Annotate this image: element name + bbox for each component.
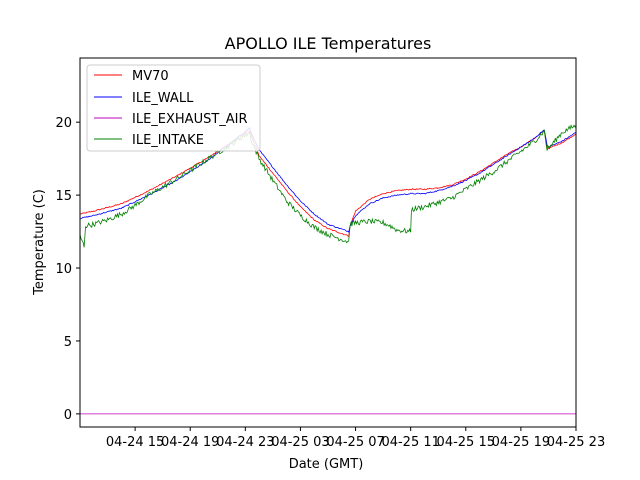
legend-label-ile-wall: ILE_WALL	[132, 91, 194, 106]
plot-series	[79, 124, 577, 415]
chart-title: APOLLO ILE Temperatures	[225, 34, 432, 53]
x-tick-label-04-25-19: 04-25 19	[492, 435, 550, 450]
legend-box	[86, 64, 261, 152]
x-tick-label-04-24-15: 04-24 15	[106, 435, 164, 450]
x-tick-label-04-25-07: 04-25 07	[326, 435, 384, 450]
legend-label-mv70: MV70	[132, 69, 169, 84]
x-tick-label-04-25-15: 04-25 15	[437, 435, 495, 450]
y-tick-label-20: 20	[55, 116, 72, 131]
y-tick-label-10: 10	[55, 262, 72, 277]
series-line-ile-wall	[79, 127, 577, 233]
legend: MV70 ILE_WALL ILE_EXHAUST_AIR ILE_INTAKE	[86, 64, 261, 152]
y-axis-label: Temperature (C)	[32, 189, 47, 296]
y-tick-label-5: 5	[64, 335, 72, 350]
plot-frame	[79, 57, 577, 428]
x-tick-label-04-24-23: 04-24 23	[216, 435, 274, 450]
series-line-ile-intake	[79, 124, 577, 248]
y-tick-label-15: 15	[55, 189, 72, 204]
x-tick-label-04-24-19: 04-24 19	[161, 435, 219, 450]
x-tick-label-04-25-11: 04-25 11	[381, 435, 439, 450]
y-tick-label-0: 0	[64, 408, 72, 423]
series-line-mv70	[79, 129, 577, 238]
x-tick-label-04-25-23: 04-25 23	[547, 435, 605, 450]
legend-label-ile-exhaust-air: ILE_EXHAUST_AIR	[132, 112, 248, 127]
x-tick-label-04-25-03: 04-25 03	[271, 435, 329, 450]
x-axis-label: Date (GMT)	[289, 457, 364, 472]
legend-label-ile-intake: ILE_INTAKE	[132, 133, 204, 148]
